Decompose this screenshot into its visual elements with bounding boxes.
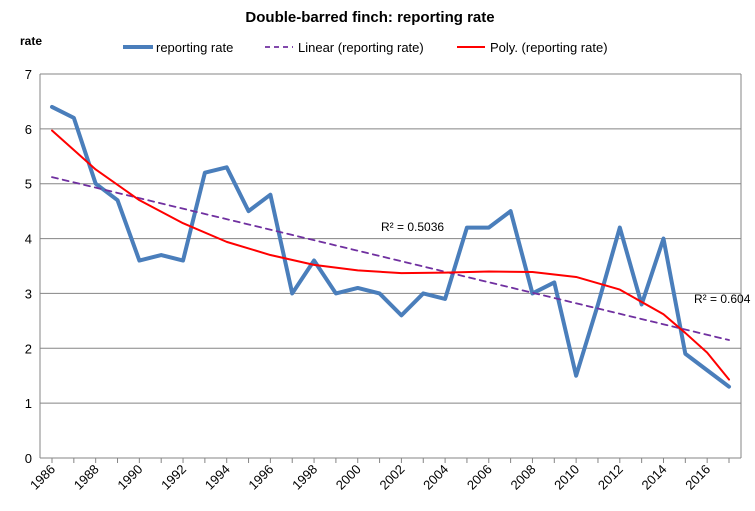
x-tick-label: 1994 — [202, 462, 233, 493]
x-tick-label: 1990 — [114, 462, 145, 493]
x-tick-label: 1986 — [27, 462, 58, 493]
y-tick-label: 0 — [25, 451, 32, 466]
y-tick-label: 3 — [25, 286, 32, 301]
y-tick-labels: 0 1 2 3 4 5 6 7 — [25, 67, 32, 466]
x-tick-label: 2008 — [508, 462, 539, 493]
r2-poly-annotation: R² = 0.604 — [694, 292, 751, 306]
x-tick-label: 2002 — [376, 462, 407, 493]
y-tick-label: 1 — [25, 396, 32, 411]
x-tick-label: 2006 — [464, 462, 495, 493]
legend: reporting rate Linear (reporting rate) P… — [123, 40, 608, 55]
axes — [39, 74, 741, 463]
x-tick-label: 1988 — [71, 462, 102, 493]
legend-label-poly-trend: Poly. (reporting rate) — [490, 40, 608, 55]
x-tick-label: 2010 — [551, 462, 582, 493]
series-layer — [50, 104, 731, 389]
y-tick-label: 7 — [25, 67, 32, 82]
grid — [40, 73, 742, 458]
x-tick-label: 2014 — [639, 462, 670, 493]
x-tick-labels: 1986 1988 1990 1992 1994 1996 1998 2000 2002 2004… — [27, 462, 713, 493]
x-tick-label: 1998 — [289, 462, 320, 493]
series-line-data — [50, 104, 731, 389]
x-tick-label: 2000 — [333, 462, 364, 493]
r2-linear-annotation: R² = 0.5036 — [381, 220, 444, 234]
series-line-linear-trend — [51, 176, 730, 341]
x-tick-label: 2012 — [595, 462, 626, 493]
y-tick-label: 2 — [25, 341, 32, 356]
x-tick-label: 2004 — [420, 462, 451, 493]
y-tick-label: 4 — [25, 232, 32, 247]
x-tick-label: 1996 — [245, 462, 276, 493]
legend-label-reporting-rate: reporting rate — [156, 40, 233, 55]
x-tick-label: 2016 — [682, 462, 713, 493]
series-line-poly-trend — [51, 129, 730, 381]
chart-title: Double-barred finch: reporting rate — [245, 9, 494, 26]
y-tick-label: 6 — [25, 122, 32, 137]
y-axis-label: rate — [20, 34, 42, 48]
x-tick-label: 1992 — [158, 462, 189, 493]
y-tick-label: 5 — [25, 177, 32, 192]
legend-label-linear-trend: Linear (reporting rate) — [298, 40, 424, 55]
